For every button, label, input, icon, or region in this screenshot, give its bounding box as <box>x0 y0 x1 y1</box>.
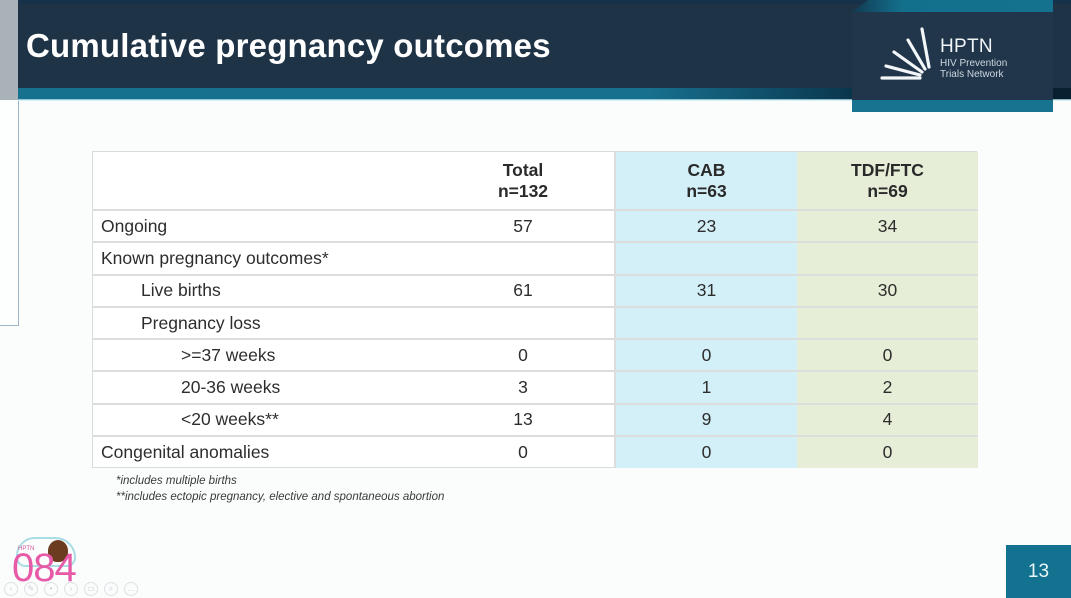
header-total: Total n=132 <box>432 152 615 211</box>
cell-total: 61 <box>432 274 615 308</box>
row-label: Congenital anomalies <box>101 442 270 463</box>
row-label: Known pregnancy outcomes* <box>93 242 432 276</box>
outcomes-table: Total n=132 CAB n=63 TDF/FTC n=69 Ongoin… <box>92 151 978 469</box>
cell-cab: 0 <box>614 339 797 373</box>
logo-subtitle-line2: Trials Network <box>940 69 1004 80</box>
logo-bottom-band <box>852 100 1053 112</box>
header-topline <box>18 0 1071 4</box>
left-overlay-panel <box>0 100 19 326</box>
cell-total: 3 <box>432 371 615 405</box>
header-total-n: n=132 <box>497 180 549 201</box>
header-label-empty <box>93 152 432 211</box>
hptn-logo: HPTN HIV Prevention Trials Network <box>852 0 1053 112</box>
header-accent-highlight <box>18 99 1071 101</box>
cell-total: 0 <box>432 339 615 373</box>
slides-icon[interactable]: ▭ <box>84 582 98 596</box>
person-silhouette-icon <box>48 540 68 562</box>
table-row: <20 weeks** 13 9 4 <box>93 403 978 438</box>
left-window-strip <box>0 0 18 100</box>
table-row: Live births 61 31 30 <box>93 274 978 308</box>
header-tdf-n: n=69 <box>867 180 908 201</box>
next-icon[interactable]: › <box>64 582 78 596</box>
header-accent-band <box>18 88 1071 100</box>
table-row: Known pregnancy outcomes* <box>93 242 978 276</box>
row-label: Live births <box>93 274 432 308</box>
cell-tdf <box>797 242 978 276</box>
table-row: 20-36 weeks 3 1 2 <box>93 371 978 405</box>
cell-cab: 0 <box>614 436 797 469</box>
page-number: 13 <box>1006 545 1071 598</box>
table-row: Ongoing 57 23 34 <box>93 210 978 244</box>
study-tag: HPTN <box>18 546 35 552</box>
logo-subtitle: HIV Prevention Trials Network <box>940 58 1050 80</box>
cell-cab: 23 <box>614 210 797 244</box>
page-title: Cumulative pregnancy outcomes <box>26 27 551 64</box>
logo-name: HPTN <box>940 36 993 57</box>
more-icon[interactable]: … <box>124 582 138 596</box>
cell-cab <box>614 242 797 276</box>
footnote-1: *includes multiple births <box>116 475 237 487</box>
cell-tdf: 30 <box>797 274 978 308</box>
row-label: Pregnancy loss <box>93 306 432 341</box>
header-total-label: Total <box>502 159 544 180</box>
header-cab-label: CAB <box>687 159 726 180</box>
cell-cab: 9 <box>614 403 797 438</box>
cell-total: 13 <box>432 403 615 438</box>
footnote-2: **includes ectopic pregnancy, elective a… <box>116 491 445 503</box>
header-cab: CAB n=63 <box>614 152 797 211</box>
row-label: Ongoing <box>93 210 432 244</box>
row-label: >=37 weeks <box>93 339 432 373</box>
prev-icon[interactable]: ‹ <box>4 582 18 596</box>
table-row: Pregnancy loss <box>93 306 978 341</box>
logo-panel <box>852 12 1053 100</box>
cell-tdf <box>797 306 978 341</box>
cell-total: 0 <box>518 442 528 463</box>
cloud-outline-icon <box>16 537 76 567</box>
hptn-rays-icon <box>880 27 931 80</box>
logo-top-band <box>852 0 1053 12</box>
cell-tdf: 4 <box>797 403 978 438</box>
cell-cab <box>614 306 797 341</box>
cell-tdf: 0 <box>797 339 978 373</box>
header-cab-n: n=63 <box>686 180 727 201</box>
row-label: 20-36 weeks <box>93 371 432 405</box>
zoom-icon[interactable]: ⌕ <box>104 582 118 596</box>
table-header-row: Total n=132 CAB n=63 TDF/FTC n=69 <box>93 152 978 211</box>
cell-tdf: 34 <box>797 210 978 244</box>
cell-total <box>432 242 615 276</box>
header-tdf: TDF/FTC n=69 <box>797 152 978 211</box>
presentation-toolbar: ‹ ✎ • › ▭ ⌕ … <box>4 582 138 598</box>
laser-icon[interactable]: • <box>44 582 58 596</box>
cell-total: 57 <box>432 210 615 244</box>
table-row: Congenital anomalies 0 0 0 <box>93 436 978 469</box>
row-label: <20 weeks** <box>93 403 432 438</box>
footnotes: *includes multiple births **includes ect… <box>116 473 444 505</box>
header-tdf-label: TDF/FTC <box>851 159 924 180</box>
pen-icon[interactable]: ✎ <box>24 582 38 596</box>
table-row: >=37 weeks 0 0 0 <box>93 339 978 373</box>
cell-cab: 1 <box>614 371 797 405</box>
logo-subtitle-line1: HIV Prevention <box>940 58 1008 69</box>
cell-tdf: 2 <box>797 371 978 405</box>
cell-total <box>432 306 615 341</box>
cell-tdf: 0 <box>797 436 978 469</box>
cell-cab: 31 <box>614 274 797 308</box>
